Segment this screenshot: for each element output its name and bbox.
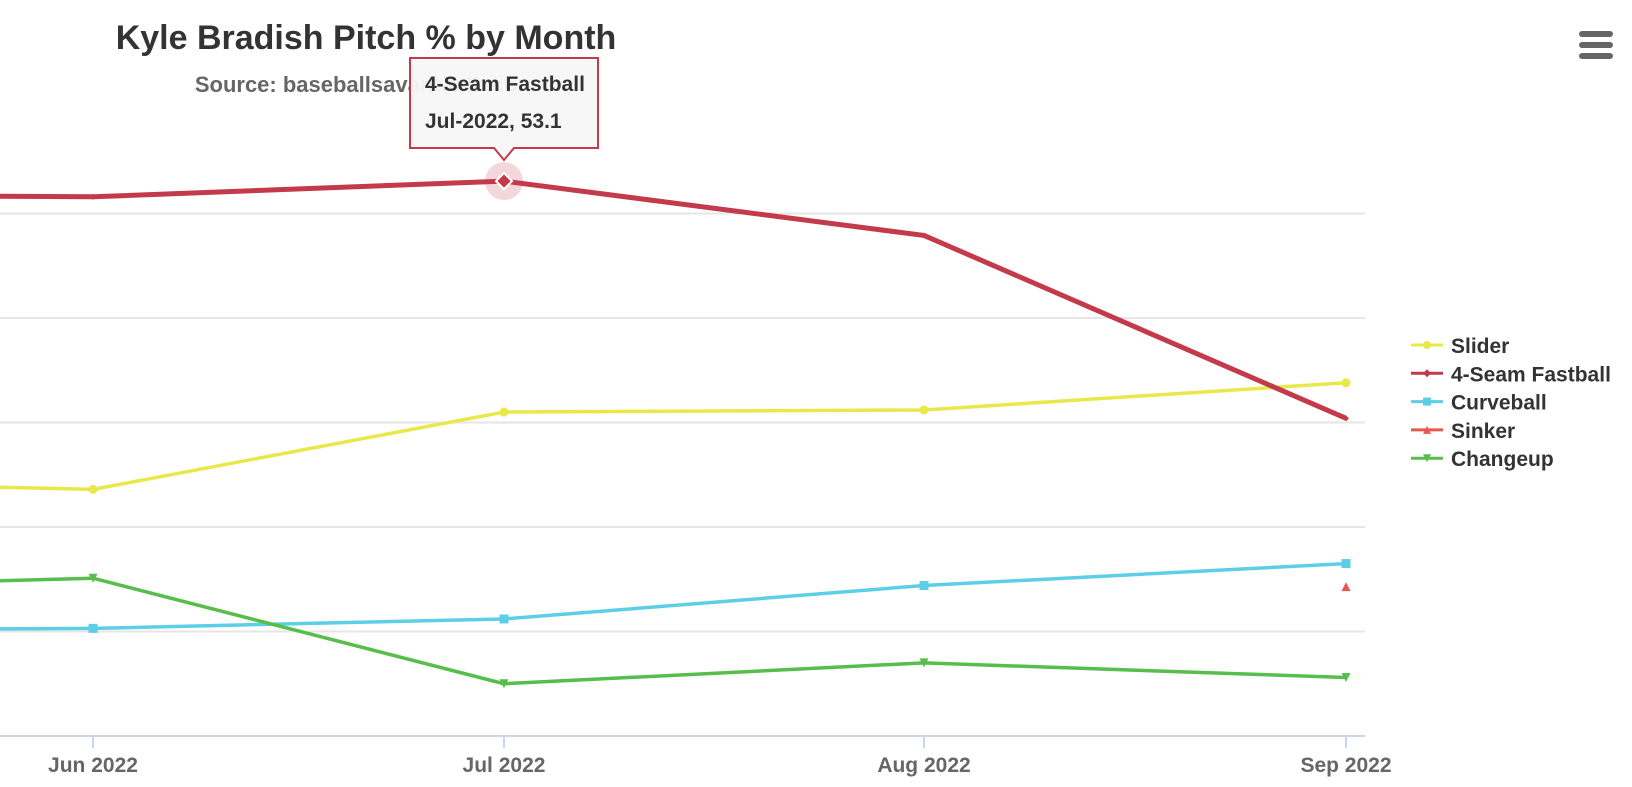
legend-marker: [1423, 369, 1431, 378]
series-4-seam-fastball: [0, 178, 1349, 422]
x-tick-label: Aug 2022: [877, 754, 970, 777]
series-curveball: [0, 559, 1351, 633]
data-point-changeup[interactable]: [88, 573, 98, 583]
legend-label: Slider: [1451, 335, 1509, 358]
hamburger-menu-icon[interactable]: [1579, 31, 1613, 59]
legend-label: Sinker: [1451, 420, 1515, 443]
legend-label: Changeup: [1451, 448, 1554, 471]
x-axis: Jun 2022 Jul 2022 Aug 2022 Sep 2022: [0, 735, 1392, 777]
data-point-slider[interactable]: [499, 407, 509, 417]
tooltip-series-name: 4-Seam Fastball: [425, 73, 585, 96]
series-line-slider[interactable]: [0, 381, 1347, 492]
legend-label: 4-Seam Fastball: [1451, 363, 1611, 386]
series-line-curveball[interactable]: [0, 561, 1347, 631]
data-point-sinker[interactable]: [1341, 582, 1351, 592]
chart-title: Kyle Bradish Pitch % by Month: [116, 19, 617, 57]
data-point-4-seam-fastball[interactable]: [1343, 415, 1349, 422]
x-tick-label: Sep 2022: [1300, 754, 1391, 777]
data-point-slider[interactable]: [88, 484, 98, 494]
data-point-curveball[interactable]: [1341, 559, 1351, 569]
data-point-4-seam-fastball[interactable]: [921, 232, 927, 239]
legend-item-curveball[interactable]: Curveball: [1411, 392, 1547, 415]
series-changeup: [0, 573, 1351, 689]
x-tick-label: Jun 2022: [48, 754, 138, 777]
legend: Slider 4-Seam Fastball Curveball Sinker Chan…: [1411, 335, 1611, 471]
series-slider: [0, 378, 1351, 494]
series-sinker: [1341, 582, 1351, 592]
legend-marker: [1423, 454, 1431, 463]
data-point-slider[interactable]: [1341, 378, 1351, 388]
data-point-changeup[interactable]: [919, 658, 929, 668]
data-point-curveball[interactable]: [88, 623, 98, 633]
legend-marker: [1423, 397, 1431, 406]
hovered-point[interactable]: [494, 171, 514, 191]
legend-marker: [1423, 341, 1431, 349]
tooltip-box: [409, 57, 599, 162]
legend-item-changeup[interactable]: Changeup: [1411, 448, 1554, 471]
data-point-slider[interactable]: [919, 405, 929, 415]
data-point-curveball[interactable]: [919, 581, 929, 591]
series-layer: [0, 178, 1351, 689]
grid-lines: [0, 212, 1365, 633]
series-line-4-seam-fastball[interactable]: [0, 178, 1347, 421]
legend-marker: [1423, 425, 1431, 434]
data-point-curveball[interactable]: [499, 614, 509, 624]
legend-item-4-seam-fastball[interactable]: 4-Seam Fastball: [1411, 363, 1611, 386]
tooltip: 4-Seam Fastball Jul-2022, 53.1: [409, 57, 599, 201]
legend-label: Curveball: [1451, 392, 1547, 415]
x-tick-label: Jul 2022: [463, 754, 546, 777]
data-point-4-seam-fastball[interactable]: [90, 193, 96, 200]
data-point-changeup[interactable]: [1341, 672, 1351, 682]
legend-item-sinker[interactable]: Sinker: [1411, 420, 1515, 443]
tooltip-value: Jul-2022, 53.1: [425, 110, 562, 133]
data-point-changeup[interactable]: [499, 679, 509, 689]
legend-item-slider[interactable]: Slider: [1411, 335, 1509, 358]
